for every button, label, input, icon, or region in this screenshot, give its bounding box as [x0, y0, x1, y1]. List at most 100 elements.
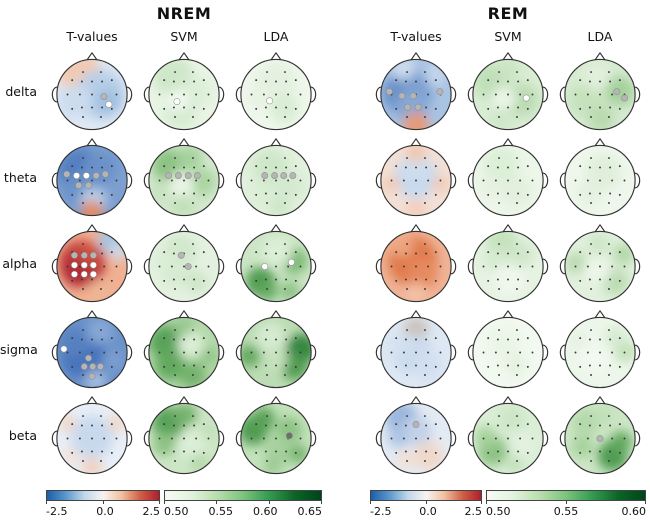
colorbar-rem-accuracy: 0.50 0.55 0.60: [486, 490, 646, 518]
scalp-field: [380, 403, 452, 474]
electrode-markers: [177, 251, 192, 270]
topomap-figure: NREM REM T-values SVM LDA T-values SVM L…: [0, 2, 650, 518]
electrode-dots: [158, 243, 210, 290]
nose-icon: [177, 138, 191, 148]
nose-icon: [501, 224, 515, 234]
electrode-dots: [250, 71, 302, 118]
head-outline: [380, 402, 452, 475]
colorbar-gradient-greens: [486, 490, 646, 501]
group-header-row: NREM REM: [0, 2, 650, 24]
left-ear-icon: [559, 86, 566, 103]
topomap-svg: [143, 310, 225, 389]
head-outline: [564, 230, 636, 303]
topomap-alpha-nrem-tvalues: [46, 220, 138, 306]
left-ear-icon: [143, 430, 150, 447]
topomap-beta-rem-lda: [554, 392, 646, 478]
colorbar-ticks: [486, 501, 646, 504]
head-outline: [564, 402, 636, 475]
electrode-markers: [60, 345, 104, 380]
head-outline: [56, 402, 128, 475]
tick-label: 2.5: [464, 505, 483, 518]
electrode-dots: [158, 329, 210, 376]
scalp-field: [240, 403, 312, 474]
colorbar-nrem-accuracy: 0.50 0.55 0.60 0.65: [164, 490, 322, 518]
left-ear-icon: [143, 258, 150, 275]
head-outline: [472, 230, 544, 303]
scalp-field: [56, 59, 128, 130]
left-ear-icon: [375, 172, 382, 189]
map-row-theta: theta: [0, 134, 650, 220]
map-row-alpha: alpha: [0, 220, 650, 306]
topomap-sigma-nrem-lda: [230, 306, 322, 392]
topomap-svg: [235, 310, 317, 389]
col-label-nrem-tvalues: T-values: [66, 28, 118, 44]
topomap-svg: [375, 52, 457, 131]
topomap-svg: [235, 52, 317, 131]
electrode-dots: [482, 71, 534, 118]
topomap-svg: [51, 52, 133, 131]
topomap-theta-nrem-svm: [138, 134, 230, 220]
topomap-svg: [51, 138, 133, 217]
right-ear-icon: [634, 172, 641, 189]
topomap-alpha-rem-tvalues: [370, 220, 462, 306]
topomap-svg: [143, 52, 225, 131]
left-ear-icon: [51, 258, 58, 275]
electrode-dots: [482, 329, 534, 376]
nose-icon: [177, 310, 191, 320]
nose-icon: [85, 138, 99, 148]
electrode-markers: [522, 94, 530, 102]
right-ear-icon: [126, 86, 133, 103]
nose-icon: [177, 224, 191, 234]
nose-icon: [85, 224, 99, 234]
left-ear-icon: [143, 344, 150, 361]
topomap-svg: [143, 138, 225, 217]
topomap-delta-rem-lda: [554, 48, 646, 134]
map-row-beta: beta: [0, 392, 650, 478]
electrode-markers: [261, 172, 297, 180]
left-ear-icon: [51, 86, 58, 103]
electrode-dots: [482, 243, 534, 290]
col-label-rem-lda: LDA: [587, 28, 613, 44]
right-ear-icon: [126, 258, 133, 275]
topomap-svg: [235, 224, 317, 303]
tick-label: 0.55: [208, 505, 234, 518]
colorbar-row: -2.5 0.0 2.5 0.50 0.55 0.60 0.65 -2.5 0.…: [0, 490, 650, 518]
colorbar-gradient-diverging: [46, 490, 160, 501]
nose-icon: [593, 310, 607, 320]
topomap-beta-rem-tvalues: [370, 392, 462, 478]
electrode-markers: [285, 432, 293, 440]
topomap-svg: [51, 310, 133, 389]
topomap-delta-rem-svm: [462, 48, 554, 134]
left-ear-icon: [559, 430, 566, 447]
row-label-beta: beta: [8, 427, 37, 443]
topomap-sigma-rem-tvalues: [370, 306, 462, 392]
nose-icon: [85, 310, 99, 320]
scalp-field: [380, 231, 452, 302]
left-ear-icon: [235, 344, 242, 361]
left-ear-icon: [375, 344, 382, 361]
head-outline: [380, 58, 452, 131]
left-ear-icon: [467, 86, 474, 103]
scalp-field: [380, 145, 452, 216]
left-ear-icon: [235, 172, 242, 189]
topomap-theta-rem-tvalues: [370, 134, 462, 220]
scalp-field: [472, 403, 544, 474]
nose-icon: [269, 310, 283, 320]
topomap-delta-nrem-tvalues: [46, 48, 138, 134]
topomap-delta-nrem-lda: [230, 48, 322, 134]
electrode-dots: [390, 329, 442, 376]
right-ear-icon: [218, 172, 225, 189]
left-ear-icon: [143, 86, 150, 103]
head-outline: [240, 402, 312, 475]
scalp-field: [472, 59, 544, 130]
topomap-svg: [467, 138, 549, 217]
nose-icon: [409, 52, 423, 62]
topomap-svg: [559, 310, 641, 389]
tick-label: 0.60: [621, 505, 647, 518]
colorbar-labels: -2.5 0.0 2.5: [46, 505, 160, 518]
electrode-markers: [63, 170, 109, 189]
head-outline: [472, 144, 544, 217]
right-ear-icon: [542, 344, 549, 361]
topomap-theta-rem-lda: [554, 134, 646, 220]
topomap-alpha-nrem-svm: [138, 220, 230, 306]
